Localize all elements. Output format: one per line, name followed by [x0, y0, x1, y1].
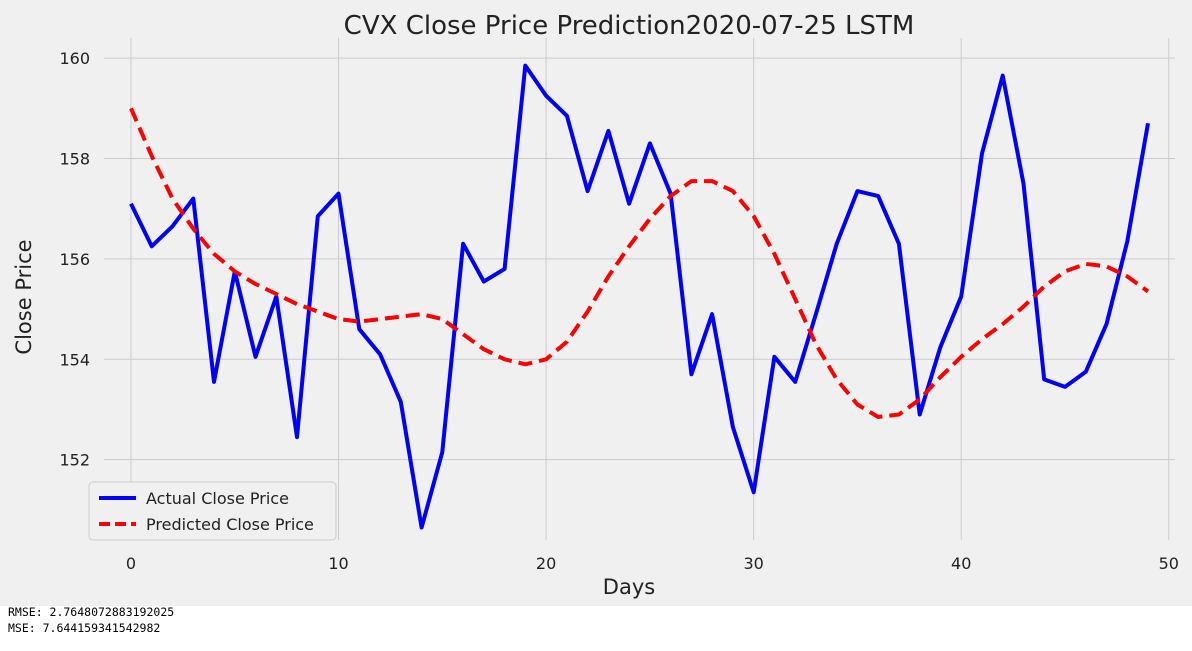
rmse-text: RMSE: 2.7648072883192025	[8, 605, 175, 619]
y-axis-title: Close Price	[12, 239, 36, 354]
line-chart: 0 10 20 30 40 50 152 154 156 158 160 CVX Close Pr…	[12, 11, 1179, 599]
y-tick-label: 156	[59, 250, 90, 269]
predicted-price-line	[129, 107, 1150, 419]
mse-text: MSE: 7.644159341542982	[8, 621, 161, 635]
x-tick-labels: 0 10 20 30 40 50	[126, 554, 1179, 573]
x-axis-title: Days	[603, 575, 655, 599]
x-tick-label: 40	[951, 554, 971, 573]
y-tick-label: 152	[59, 451, 90, 470]
x-tick-label: 30	[743, 554, 763, 573]
actual-price-line	[129, 63, 1150, 530]
grid-lines	[104, 38, 1175, 540]
series-lines	[129, 63, 1150, 530]
legend-label-predicted: Predicted Close Price	[146, 515, 314, 534]
x-tick-label: 10	[328, 554, 348, 573]
legend: Actual Close Price Predicted Close Price	[88, 481, 337, 541]
x-tick-label: 50	[1159, 554, 1179, 573]
y-tick-label: 158	[59, 149, 90, 168]
y-tick-label: 154	[59, 350, 90, 369]
chart-title: CVX Close Price Prediction2020-07-25 LST…	[344, 11, 915, 41]
x-tick-label: 0	[126, 554, 136, 573]
y-tick-labels: 152 154 156 158 160	[59, 49, 90, 470]
x-tick-label: 20	[536, 554, 556, 573]
metrics-output: RMSE: 2.7648072883192025 MSE: 7.64415934…	[8, 604, 174, 636]
figure-background: 0 10 20 30 40 50 152 154 156 158 160 CVX Close Pr…	[0, 0, 1192, 606]
legend-label-actual: Actual Close Price	[146, 489, 289, 508]
y-tick-label: 160	[59, 49, 90, 68]
legend-box	[88, 481, 337, 541]
